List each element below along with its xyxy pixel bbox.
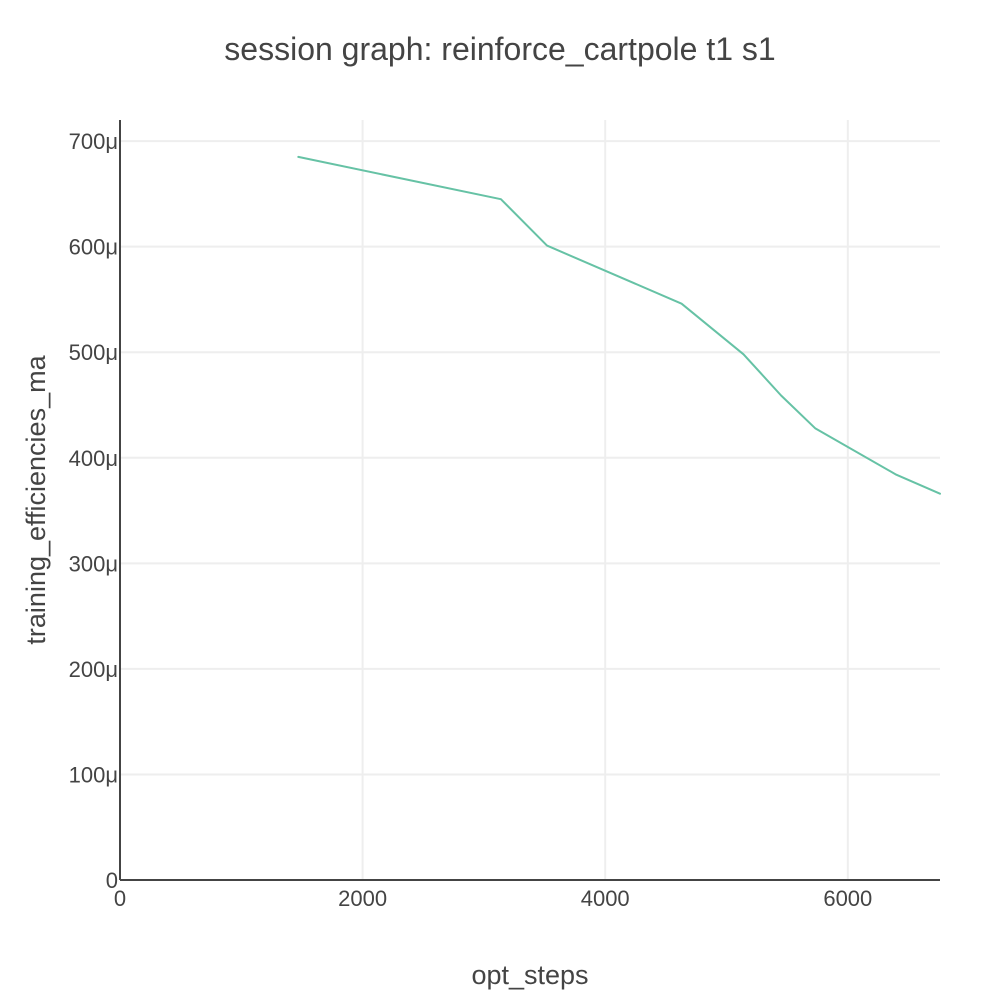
series-layer [297, 155, 941, 495]
x-axis-ticks: 0 2000 4000 6000 [114, 886, 872, 911]
y-axis-ticks: 0 100μ 200μ 300μ 400μ 500μ 600μ 700μ [69, 129, 118, 893]
y-tick-label: 500μ [69, 340, 118, 365]
x-tick-label: 6000 [823, 886, 872, 911]
y-tick-label: 700μ [69, 129, 118, 154]
y-axis-title: training_efficiencies_ma [21, 354, 51, 644]
x-tick-label: 4000 [581, 886, 630, 911]
y-tick-label: 200μ [69, 657, 118, 682]
x-tick-label: 2000 [338, 886, 387, 911]
y-tick-label: 0 [106, 868, 118, 893]
x-axis-title: opt_steps [471, 960, 588, 990]
y-tick-label: 100μ [69, 762, 118, 787]
series-line [297, 155, 941, 495]
y-tick-label: 300μ [69, 551, 118, 576]
x-tick-label: 0 [114, 886, 126, 911]
grid-lines [120, 120, 940, 880]
y-tick-label: 600μ [69, 235, 118, 260]
chart-title: session graph: reinforce_cartpole t1 s1 [224, 31, 775, 67]
y-tick-label: 400μ [69, 446, 118, 471]
